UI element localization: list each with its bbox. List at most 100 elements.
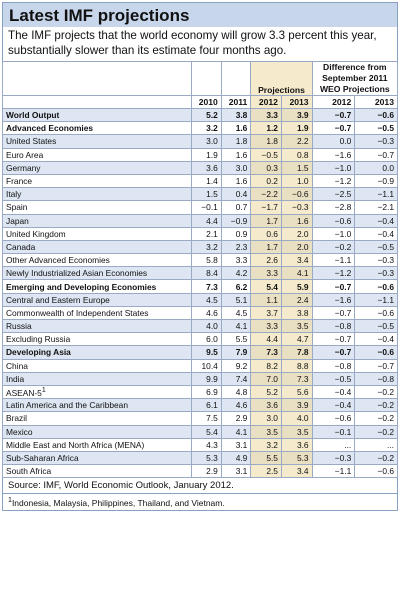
table-row: Canada 3.2 2.3 1.7 2.0 −0.2 −0.5 xyxy=(1,239,398,255)
table-cell: 2.5 xyxy=(250,464,282,479)
header-year: 2013 xyxy=(354,95,398,109)
table-cell: 3.7 xyxy=(250,305,282,321)
table-cell: 3.5 xyxy=(280,424,313,439)
table-cell: 3.2 xyxy=(250,437,282,452)
table-cell: −1.0 xyxy=(311,160,356,175)
table-cell: −0.7 xyxy=(311,121,356,136)
table-cell: 2.9 xyxy=(191,464,222,479)
table-cell: −0.3 xyxy=(280,200,313,215)
table-cell: 4.1 xyxy=(220,424,252,439)
table-cell: 0.4 xyxy=(220,187,252,202)
table-cell: 5.5 xyxy=(220,332,252,347)
table-cell: 0.6 xyxy=(250,226,282,241)
table-cell: 7.5 xyxy=(191,411,222,426)
row-label: Canada xyxy=(1,239,193,255)
table-cell: 8.2 xyxy=(250,358,282,373)
table-cell: 4.6 xyxy=(220,398,252,413)
table-cell: −1.1 xyxy=(354,292,398,307)
row-label: China xyxy=(1,358,193,373)
table-cell: 5.6 xyxy=(280,384,313,400)
table-cell: −1.0 xyxy=(311,226,356,241)
header-blank xyxy=(220,61,252,96)
table-cell: 2.1 xyxy=(191,226,222,241)
table-cell: −0.6 xyxy=(354,107,398,123)
header-year: 2010 xyxy=(191,95,222,109)
table-cell: −1.1 xyxy=(311,464,356,479)
row-label: Excluding Russia xyxy=(1,332,193,347)
table-cell: −0.6 xyxy=(354,305,398,321)
table-cell: 1.7 xyxy=(250,213,282,228)
row-label-text: Sub-Saharan Africa xyxy=(6,452,79,463)
row-label-text: Central and Eastern Europe xyxy=(6,294,110,305)
table-row: United Kingdom 2.1 0.9 0.6 2.0 −1.0 −0.4 xyxy=(1,226,398,241)
table-cell: 1.6 xyxy=(220,173,252,189)
table-cell: 1.6 xyxy=(220,121,252,136)
row-label: Advanced Economies xyxy=(1,121,193,136)
table-cell: −1.1 xyxy=(311,253,356,268)
table-cell: −0.4 xyxy=(311,398,356,413)
table-row: Brazil 7.5 2.9 3.0 4.0 −0.6 −0.2 xyxy=(1,411,398,426)
row-label-text: Latin America and the Caribbean xyxy=(6,400,128,411)
row-label: Central and Eastern Europe xyxy=(1,292,193,307)
table-cell: 3.6 xyxy=(280,437,313,452)
table-cell: −0.4 xyxy=(311,384,356,400)
row-label-text: Excluding Russia xyxy=(6,334,71,345)
table-cell: 3.2 xyxy=(191,121,222,136)
table-cell: 4.8 xyxy=(220,384,252,400)
table-cell: 0.0 xyxy=(354,160,398,175)
header-blank xyxy=(1,61,193,96)
table-cell: −0.6 xyxy=(354,345,398,360)
table-row: Other Advanced Economies 5.8 3.3 2.6 3.4 −1.1… xyxy=(1,253,398,268)
table-cell: 5.5 xyxy=(250,450,282,466)
table-cell: −0.7 xyxy=(311,279,356,294)
table-cell: 3.3 xyxy=(250,318,282,334)
table-row: Excluding Russia 6.0 5.5 4.4 4.7 −0.7 −0.4 xyxy=(1,332,398,347)
row-label-text: Commonwealth of Independent States xyxy=(6,307,149,318)
table-cell: −2.8 xyxy=(311,200,356,215)
table-cell: −1.6 xyxy=(311,292,356,307)
table-cell: 0.8 xyxy=(280,147,313,162)
row-footnote-mark: 1 xyxy=(41,386,46,394)
table-cell: −0.7 xyxy=(311,107,356,123)
row-label: India xyxy=(1,371,193,386)
table-cell: 4.0 xyxy=(191,318,222,334)
row-label: United States xyxy=(1,134,193,149)
table-cell: 4.4 xyxy=(250,332,282,347)
table-cell: 7.3 xyxy=(191,279,222,294)
header-blank xyxy=(191,61,222,96)
row-label-text: Mexico xyxy=(6,426,33,437)
table-cell: −0.3 xyxy=(354,253,398,268)
table-row: Newly Industrialized Asian Economies 8.4 4… xyxy=(1,266,398,281)
table-row: South Africa 2.9 3.1 2.5 3.4 −1.1 −0.6 xyxy=(1,464,398,479)
table-cell: 4.7 xyxy=(280,332,313,347)
table-cell: 1.5 xyxy=(191,187,222,202)
table-cell: 5.3 xyxy=(280,450,313,466)
row-label: Spain xyxy=(1,200,193,215)
footnote: 1Indonesia, Malaysia, Philippines, Thail… xyxy=(2,494,398,512)
row-label-text: Emerging and Developing Economies xyxy=(6,281,157,292)
row-label-text: World Output xyxy=(6,110,60,121)
table-cell: 5.9 xyxy=(280,279,313,294)
table-cell: 0.0 xyxy=(311,134,356,149)
table-cell: −0.7 xyxy=(354,358,398,373)
header-year: 2012 xyxy=(311,95,356,109)
row-label: Italy xyxy=(1,187,193,202)
header-projections: Projections xyxy=(250,61,313,96)
footnote-text: Indonesia, Malaysia, Philippines, Thaila… xyxy=(11,498,225,509)
row-label-text: Developing Asia xyxy=(6,347,71,358)
row-label-text: Advanced Economies xyxy=(6,123,94,134)
table-cell: 4.5 xyxy=(220,305,252,321)
table-cell: 8.8 xyxy=(280,358,313,373)
table-cell: −0.2 xyxy=(354,411,398,426)
table-row: Sub-Saharan Africa 5.3 4.9 5.5 5.3 −0.3 −0.2 xyxy=(1,450,398,466)
table-cell: 3.4 xyxy=(280,464,313,479)
table-cell: 5.4 xyxy=(250,279,282,294)
row-label: Commonwealth of Independent States xyxy=(1,305,193,321)
table-cell: −0.2 xyxy=(354,384,398,400)
table-cell: −0.1 xyxy=(191,200,222,215)
table-cell: 3.3 xyxy=(250,266,282,281)
table-cell: 3.0 xyxy=(250,411,282,426)
table-cell: 1.9 xyxy=(191,147,222,162)
table-cell: 3.0 xyxy=(191,134,222,149)
header-difference: Difference from September 2011 WEO Proje… xyxy=(311,61,399,96)
